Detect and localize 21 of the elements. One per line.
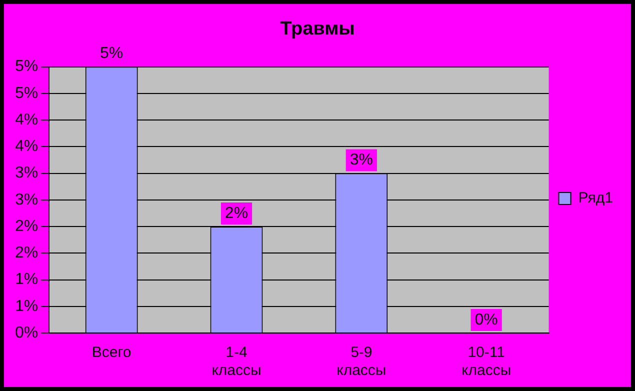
data-label: 0% xyxy=(474,311,498,328)
y-tick-label: 5% xyxy=(15,84,38,102)
data-label: 3% xyxy=(350,152,373,169)
chart-title: Травмы xyxy=(280,18,355,40)
x-tick-label: 1-4 классы xyxy=(212,344,262,380)
data-label: 5% xyxy=(100,45,124,62)
y-tick-label: 4% xyxy=(15,111,38,128)
y-tick-label: 3% xyxy=(15,164,38,182)
y-tick-label: 1% xyxy=(15,271,38,288)
x-tick-label: 10-11 классы xyxy=(462,344,512,380)
y-tick-label: 5% xyxy=(15,58,38,76)
x-tick-label: Всего xyxy=(92,344,132,362)
y-tick-label: 0% xyxy=(15,324,38,342)
data-label: 2% xyxy=(224,204,248,222)
y-tick-label: 1% xyxy=(15,298,38,315)
legend-label: Ряд1 xyxy=(578,190,614,207)
y-tick-label: 2% xyxy=(15,244,38,262)
x-tick-label: 5-9 классы xyxy=(336,344,386,380)
y-tick-label: 2% xyxy=(15,218,38,235)
y-tick-label: 4% xyxy=(15,138,38,156)
y-tick-label: 3% xyxy=(15,191,38,208)
